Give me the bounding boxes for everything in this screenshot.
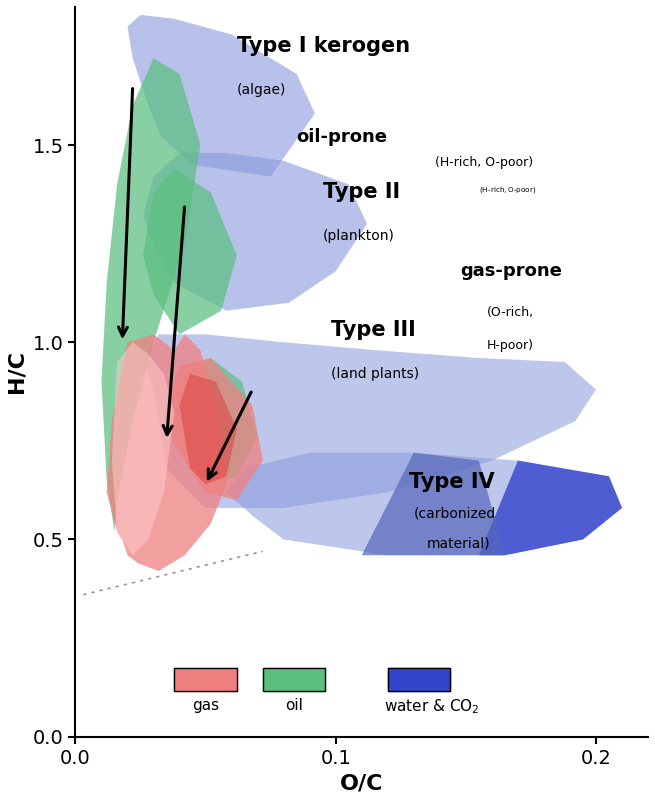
Text: $\mathregular{^{(H\text{-}rich, O\text{-}poor)}}$: $\mathregular{^{(H\text{-}rich, O\text{-… <box>479 187 536 198</box>
Text: (plankton): (plankton) <box>323 229 394 242</box>
Polygon shape <box>174 668 237 691</box>
Polygon shape <box>143 334 596 508</box>
Polygon shape <box>112 342 174 555</box>
Polygon shape <box>143 169 237 334</box>
Polygon shape <box>263 668 326 691</box>
Polygon shape <box>362 453 505 555</box>
Text: (O-rich,: (O-rich, <box>487 306 534 319</box>
Text: gas: gas <box>192 698 219 713</box>
Polygon shape <box>227 453 622 555</box>
Text: (land plants): (land plants) <box>331 366 419 381</box>
Polygon shape <box>128 15 315 177</box>
Polygon shape <box>388 668 450 691</box>
Text: gas-prone: gas-prone <box>460 262 563 280</box>
Text: material): material) <box>427 537 491 550</box>
Text: (algae): (algae) <box>237 82 286 97</box>
Text: (carbonized: (carbonized <box>414 506 496 520</box>
Polygon shape <box>174 358 257 484</box>
Text: (H-rich, O-poor): (H-rich, O-poor) <box>435 156 533 170</box>
Text: H-poor): H-poor) <box>487 339 534 352</box>
Text: Type I kerogen: Type I kerogen <box>237 36 410 56</box>
Polygon shape <box>164 358 263 500</box>
Polygon shape <box>102 58 200 531</box>
Polygon shape <box>479 461 622 555</box>
Text: oil-prone: oil-prone <box>297 128 388 146</box>
Text: Type IV: Type IV <box>409 472 495 492</box>
Text: oil: oil <box>285 698 303 713</box>
Text: Type III: Type III <box>331 321 415 341</box>
Y-axis label: H/C: H/C <box>7 350 27 394</box>
Text: Type II: Type II <box>323 182 400 202</box>
Polygon shape <box>107 334 227 571</box>
Polygon shape <box>179 374 237 484</box>
Polygon shape <box>143 153 367 310</box>
X-axis label: O/C: O/C <box>340 773 383 793</box>
Text: water & CO$_2$: water & CO$_2$ <box>384 698 479 716</box>
